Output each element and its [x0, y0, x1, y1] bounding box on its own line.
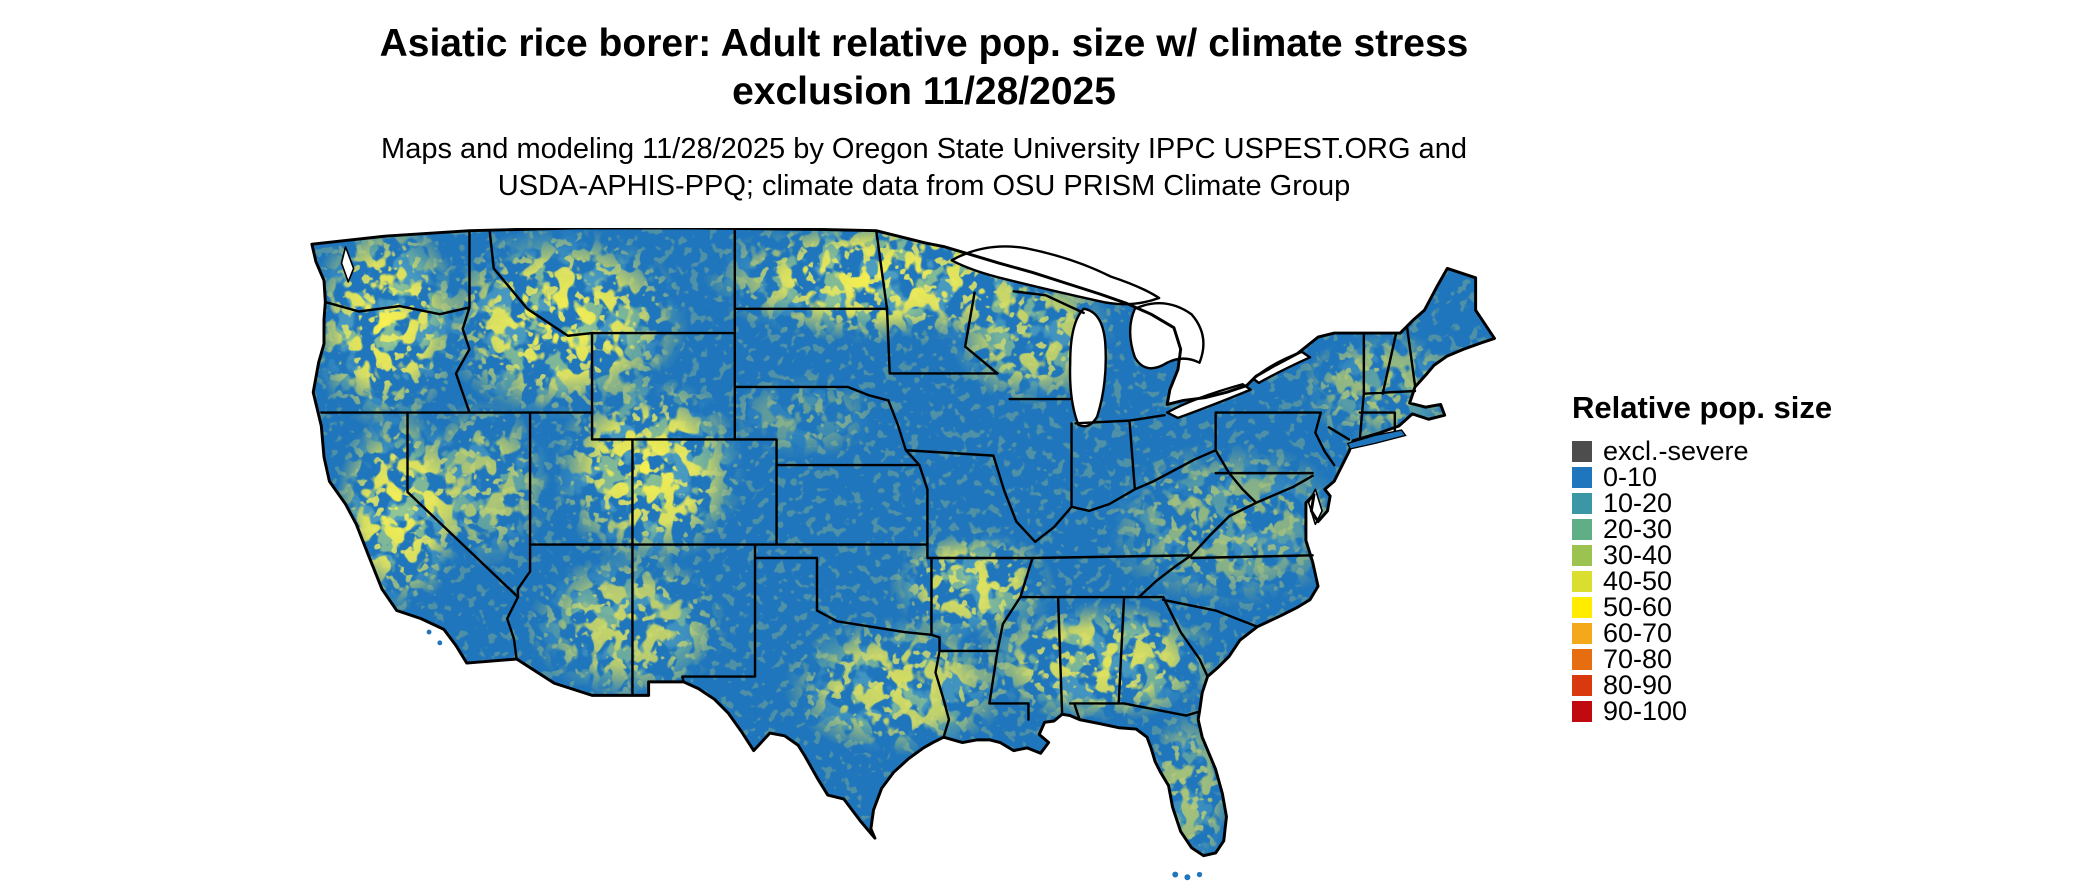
lake-michigan-shape	[1068, 307, 1107, 428]
legend-label: 40-50	[1603, 565, 1673, 596]
channel-islands-dot	[437, 640, 443, 646]
legend-swatch	[1572, 492, 1592, 514]
legend-label: 90-100	[1603, 695, 1688, 726]
legend-item: 50-60	[1572, 591, 1832, 622]
legend: Relative pop. size excl.-severe 0-10 10-20…	[1572, 390, 1832, 724]
legend-item: excl.-severe	[1572, 435, 1832, 466]
legend-swatch	[1572, 544, 1592, 566]
legend-title: Relative pop. size	[1572, 390, 1833, 425]
us-outline	[310, 228, 1496, 858]
legend-label: 50-60	[1603, 591, 1673, 622]
legend-label: 0-10	[1603, 461, 1658, 492]
legend-item: 90-100	[1572, 695, 1832, 726]
map-title: Asiatic rice borer: Adult relative pop. …	[0, 20, 1848, 115]
legend-item: 20-30	[1572, 513, 1832, 544]
land-raster	[311, 228, 1495, 856]
us-map-svg	[310, 228, 1496, 881]
title-block: Asiatic rice borer: Adult relative pop. …	[0, 20, 1848, 205]
legend-item: 60-70	[1572, 617, 1832, 648]
map-title-line1: Asiatic rice borer: Adult relative pop. …	[379, 22, 1469, 65]
legend-label: 10-20	[1603, 487, 1673, 518]
puget-sound-shape	[340, 246, 355, 283]
florida-keys-dot	[1184, 874, 1191, 881]
florida-keys-dot	[1172, 871, 1179, 878]
map-attribution-line1: Maps and modeling 11/28/2025 by Oregon S…	[381, 133, 1467, 166]
legend-label: 60-70	[1603, 617, 1673, 648]
legend-swatch	[1572, 466, 1592, 488]
legend-label: 80-90	[1603, 669, 1673, 700]
legend-swatch	[1572, 674, 1592, 696]
state-borders	[320, 229, 1417, 739]
legend-label: 70-80	[1603, 643, 1673, 674]
legend-label: 20-30	[1603, 513, 1673, 544]
coastal-islands	[426, 429, 1407, 881]
legend-label: 30-40	[1603, 539, 1673, 570]
legend-item: 10-20	[1572, 487, 1832, 518]
legend-swatch	[1572, 518, 1592, 540]
legend-items: excl.-severe 0-10 10-20 20-30 30-40 40-50 50-6…	[1572, 435, 1832, 726]
florida-keys-dot	[1196, 871, 1203, 878]
lake-superior-shape	[950, 245, 1161, 306]
legend-swatch	[1572, 700, 1592, 722]
legend-swatch	[1572, 648, 1592, 670]
legend-swatch	[1572, 570, 1592, 592]
long-island-shape	[1346, 429, 1407, 450]
legend-item: 70-80	[1572, 643, 1832, 674]
map-attribution-line2: USDA-APHIS-PPQ; climate data from OSU PR…	[497, 170, 1351, 203]
legend-swatch	[1572, 622, 1592, 644]
legend-item: 0-10	[1572, 461, 1832, 492]
legend-item: 30-40	[1572, 539, 1832, 570]
us-map	[305, 228, 1531, 888]
legend-item: 40-50	[1572, 565, 1832, 596]
legend-label: excl.-severe	[1603, 435, 1749, 466]
legend-swatch	[1572, 440, 1592, 462]
legend-item: 80-90	[1572, 669, 1832, 700]
legend-swatch	[1572, 596, 1592, 618]
map-attribution: Maps and modeling 11/28/2025 by Oregon S…	[0, 131, 1848, 205]
map-title-line2: exclusion 11/28/2025	[732, 69, 1116, 113]
lake-huron-shape	[1128, 302, 1205, 370]
channel-islands-dot	[426, 629, 432, 635]
